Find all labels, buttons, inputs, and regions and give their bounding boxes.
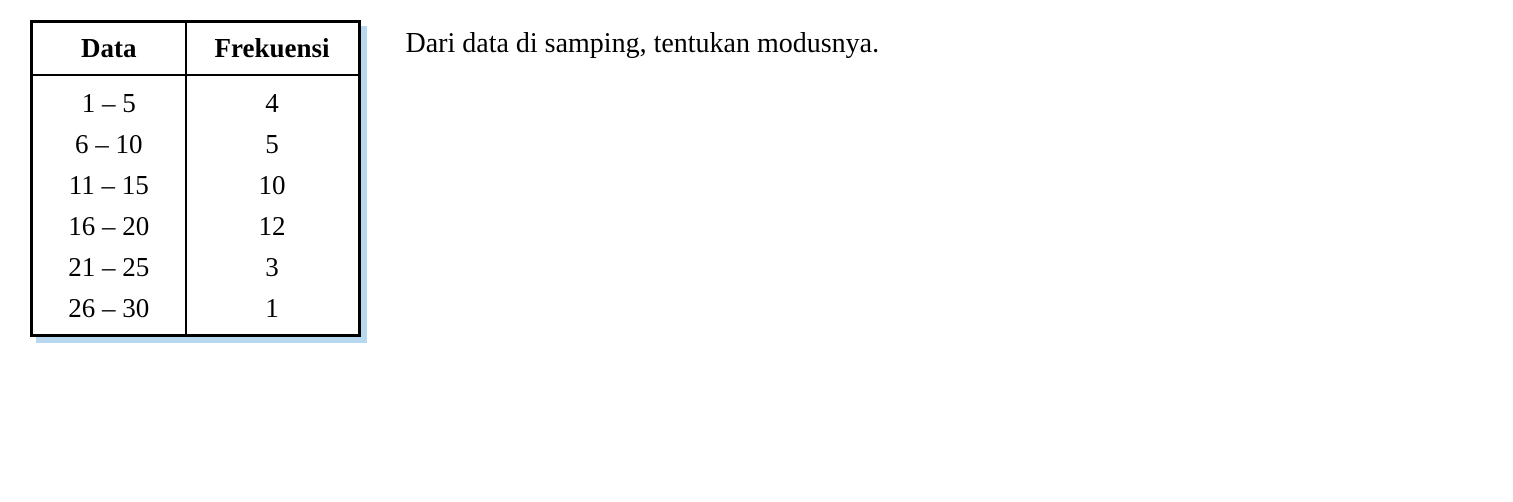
freq-cell: 12 <box>186 206 360 247</box>
table-row: 16 – 20 12 <box>32 206 360 247</box>
table-header-row: Data Frekuensi <box>32 22 360 76</box>
frequency-table-container: Data Frekuensi 1 – 5 4 6 – 10 5 11 – 15 … <box>30 20 361 337</box>
data-cell: 1 – 5 <box>32 75 186 124</box>
data-cell: 11 – 15 <box>32 165 186 206</box>
table-row: 26 – 30 1 <box>32 288 360 336</box>
table-row: 1 – 5 4 <box>32 75 360 124</box>
table-row: 11 – 15 10 <box>32 165 360 206</box>
table-row: 21 – 25 3 <box>32 247 360 288</box>
column-header-frekuensi: Frekuensi <box>186 22 360 76</box>
question-text: Dari data di samping, tentukan modusnya. <box>406 20 880 60</box>
freq-cell: 3 <box>186 247 360 288</box>
freq-cell: 1 <box>186 288 360 336</box>
frequency-table: Data Frekuensi 1 – 5 4 6 – 10 5 11 – 15 … <box>30 20 361 337</box>
column-header-data: Data <box>32 22 186 76</box>
data-cell: 26 – 30 <box>32 288 186 336</box>
data-cell: 21 – 25 <box>32 247 186 288</box>
table-row: 6 – 10 5 <box>32 124 360 165</box>
data-cell: 6 – 10 <box>32 124 186 165</box>
freq-cell: 4 <box>186 75 360 124</box>
freq-cell: 5 <box>186 124 360 165</box>
data-cell: 16 – 20 <box>32 206 186 247</box>
freq-cell: 10 <box>186 165 360 206</box>
